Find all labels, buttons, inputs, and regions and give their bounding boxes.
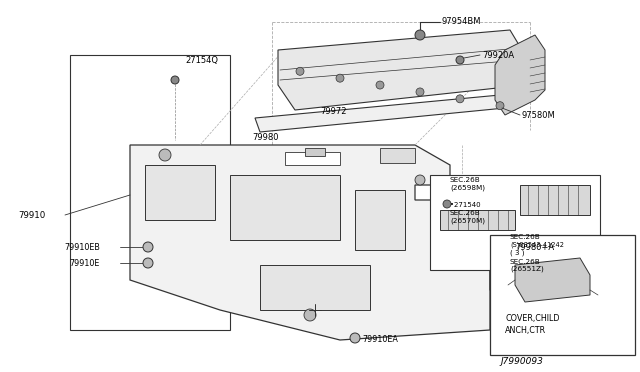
Circle shape [456,56,464,64]
Text: (26570M): (26570M) [450,218,485,224]
Polygon shape [515,258,590,302]
Text: 79910EB: 79910EB [64,243,100,251]
Circle shape [415,30,425,40]
Polygon shape [520,185,590,215]
Circle shape [171,76,179,84]
Circle shape [143,242,153,252]
Polygon shape [380,148,415,163]
Polygon shape [285,152,340,165]
Polygon shape [255,95,505,132]
Circle shape [443,200,451,208]
Text: 79980: 79980 [252,134,278,142]
Circle shape [143,258,153,268]
Circle shape [496,102,504,110]
Text: SEC.26B: SEC.26B [510,234,541,240]
Polygon shape [230,175,340,240]
Polygon shape [490,235,635,355]
Polygon shape [70,55,230,330]
Text: 79920A: 79920A [482,51,514,60]
Text: COVER,CHILD: COVER,CHILD [505,314,559,323]
Polygon shape [305,148,325,156]
Circle shape [296,67,304,75]
Polygon shape [440,210,515,230]
Text: 97580M: 97580M [522,110,556,119]
Text: 79910: 79910 [18,211,45,219]
Polygon shape [130,145,490,340]
Text: 79910E: 79910E [70,259,100,267]
Circle shape [415,175,425,185]
Text: 79910EA: 79910EA [362,336,398,344]
Text: (26551Z): (26551Z) [510,266,544,272]
Polygon shape [260,265,370,310]
Circle shape [350,333,360,343]
Circle shape [336,74,344,82]
Text: (S)08543-41242: (S)08543-41242 [510,242,564,248]
Text: (26598M): (26598M) [450,185,485,191]
Text: J7990093: J7990093 [500,357,543,366]
Polygon shape [495,35,545,115]
Circle shape [456,95,464,103]
Circle shape [564,344,572,352]
Circle shape [304,309,316,321]
Text: ( 3 ): ( 3 ) [510,250,525,256]
Text: •271540: •271540 [450,202,481,208]
Polygon shape [145,165,215,220]
Text: 97954BM: 97954BM [442,17,481,26]
Text: SEC.26B: SEC.26B [450,177,481,183]
Polygon shape [430,175,600,270]
Text: SEC.26B: SEC.26B [510,259,541,265]
Circle shape [159,149,171,161]
Polygon shape [355,190,405,250]
Circle shape [376,81,384,89]
Circle shape [416,88,424,96]
Polygon shape [278,30,525,110]
Text: 27154Q: 27154Q [185,55,218,64]
Text: 79980+A: 79980+A [515,244,554,253]
Text: 79972: 79972 [320,108,346,116]
Text: ANCH,CTR: ANCH,CTR [505,326,546,334]
Text: SEC.26B: SEC.26B [450,210,481,216]
